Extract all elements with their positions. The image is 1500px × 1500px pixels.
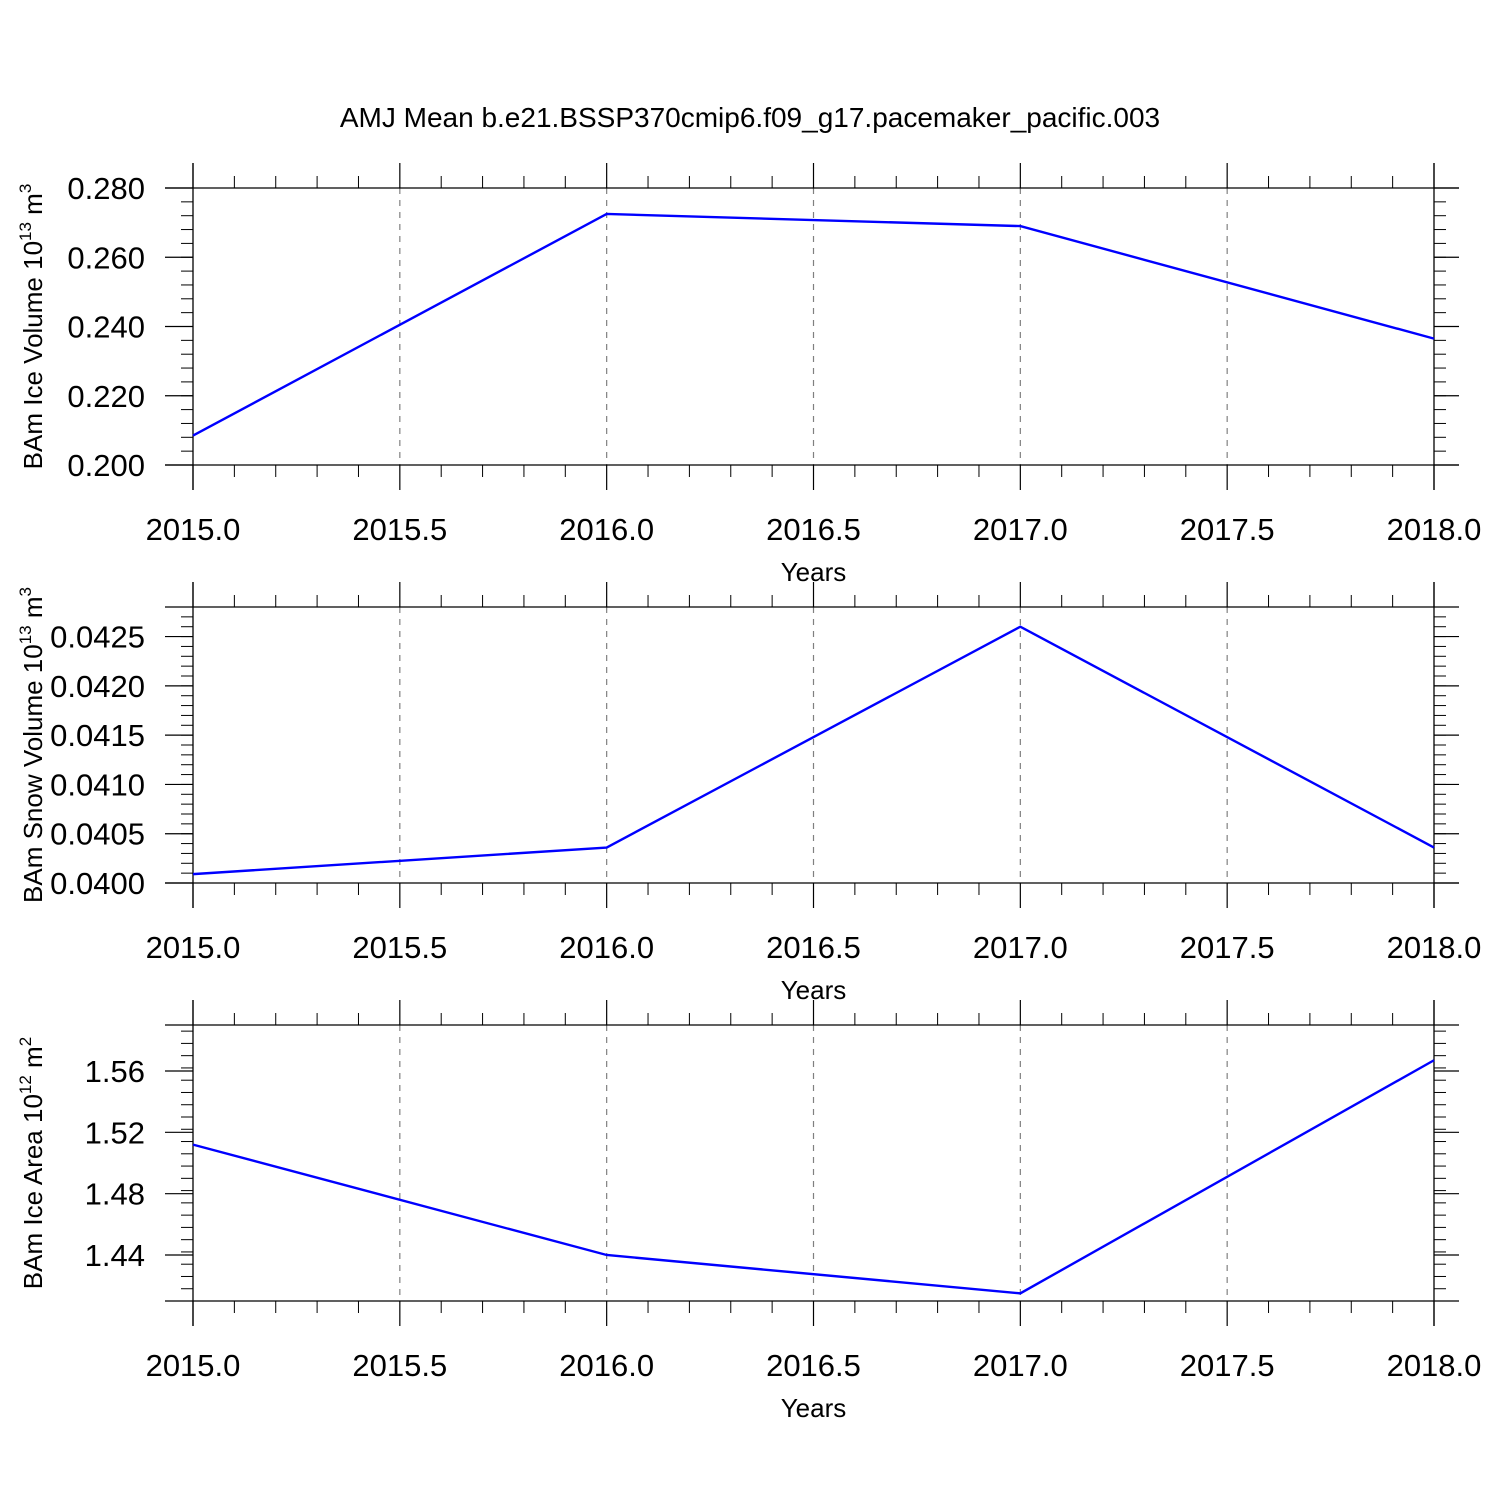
x-tick-label: 2016.0	[559, 1348, 654, 1383]
panel-2: 2015.0 2015.5 2016.0 2016.5 2017.0 2017.5 2018…	[16, 582, 1481, 1005]
y-tick-label: 1.44	[85, 1238, 145, 1273]
y-tick-label: 0.0405	[50, 817, 145, 852]
x-tick-label: 2017.0	[973, 512, 1068, 547]
x-tick-label: 2017.5	[1180, 1348, 1275, 1383]
chart-title: AMJ Mean b.e21.BSSP370cmip6.f09_g17.pace…	[340, 102, 1160, 133]
x-tick-label: 2016.5	[766, 930, 861, 965]
y-axis-label: BAm Ice Volume 1013 m3	[16, 184, 48, 470]
x-tick-label: 2018.0	[1387, 1348, 1482, 1383]
x-tick-label: 2015.0	[146, 512, 241, 547]
x-tick-label: 2017.0	[973, 930, 1068, 965]
y-tick-label: 0.220	[67, 379, 145, 414]
y-tick-label: 0.0410	[50, 767, 145, 802]
x-tick-label: 2016.0	[559, 930, 654, 965]
y-tick-label: 0.0425	[50, 620, 145, 655]
x-tick-label: 2017.5	[1180, 930, 1275, 965]
y-tick-label: 1.48	[85, 1177, 145, 1212]
x-tick-label: 2015.0	[146, 930, 241, 965]
y-tick-label: 1.52	[85, 1115, 145, 1150]
y-tick-label: 0.240	[67, 310, 145, 345]
x-tick-label: 2016.5	[766, 1348, 861, 1383]
x-tick-label: 2017.0	[973, 1348, 1068, 1383]
x-tick-label: 2017.5	[1180, 512, 1275, 547]
panel-1: 2015.0 2015.5 2016.0 2016.5 2017.0 2017.5 2018…	[16, 163, 1481, 587]
y-tick-label: 1.56	[85, 1054, 145, 1089]
x-tick-label: 2018.0	[1387, 512, 1482, 547]
series-line	[192, 625, 1435, 876]
y-tick-label: 0.260	[67, 240, 145, 275]
x-tick-label: 2016.5	[766, 512, 861, 547]
y-tick-label: 0.280	[67, 171, 145, 206]
y-tick-label: 0.0400	[50, 866, 145, 901]
x-axis-label: Years	[781, 1393, 847, 1423]
y-tick-label: 0.0420	[50, 669, 145, 704]
y-tick-label: 0.200	[67, 448, 145, 483]
x-tick-label: 2015.0	[146, 1348, 241, 1383]
y-axis-label: BAm Ice Area 1012 m2	[16, 1037, 48, 1289]
x-tick-label: 2015.5	[352, 1348, 447, 1383]
x-tick-label: 2016.0	[559, 512, 654, 547]
x-tick-label: 2015.5	[352, 930, 447, 965]
x-tick-label: 2015.5	[352, 512, 447, 547]
series-line	[192, 1059, 1435, 1295]
y-tick-label: 0.0415	[50, 718, 145, 753]
panel-3: 2015.0 2015.5 2016.0 2016.5 2017.0 2017.5 2018…	[16, 1000, 1481, 1423]
series-line	[192, 212, 1435, 437]
x-tick-label: 2018.0	[1387, 930, 1482, 965]
y-axis-label: BAm Snow Volume 1013 m3	[16, 587, 48, 903]
